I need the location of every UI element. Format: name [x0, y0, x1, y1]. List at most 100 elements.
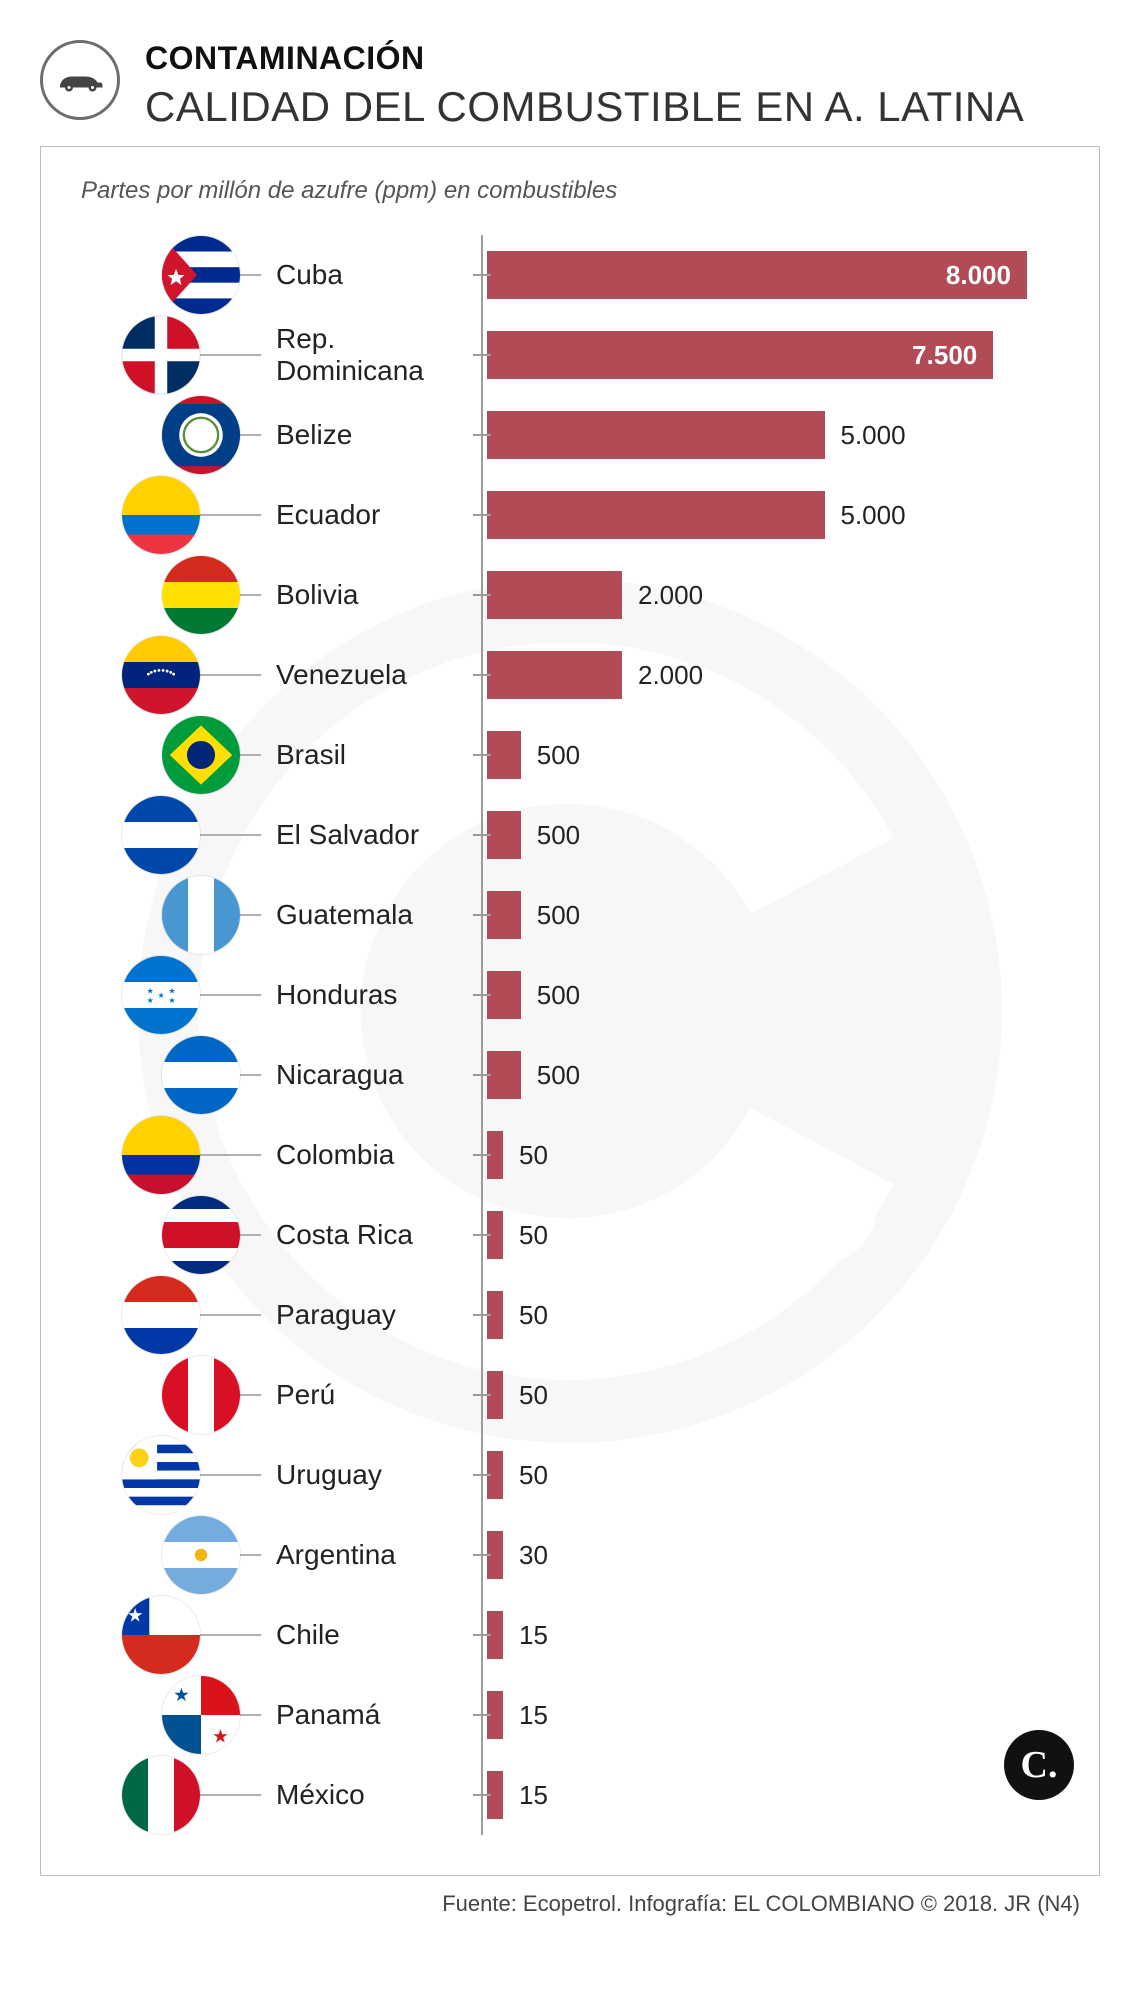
flag-cell	[81, 1195, 241, 1275]
axis	[481, 955, 483, 1035]
country-label: Colombia	[241, 1139, 481, 1171]
bar-value: 30	[519, 1540, 548, 1571]
chart-frame: Partes por millón de azufre (ppm) en com…	[40, 146, 1100, 1876]
bar-cell: 500	[483, 811, 1059, 859]
flag-cell: ★	[81, 1595, 241, 1675]
bar-value: 50	[519, 1140, 548, 1171]
bar-cell: 50	[483, 1451, 1059, 1499]
bar	[487, 651, 622, 699]
country-label: Bolivia	[241, 579, 481, 611]
bar-cell: 15	[483, 1691, 1059, 1739]
axis	[481, 1275, 483, 1355]
flag-icon: ★★	[161, 1675, 241, 1755]
country-label: Costa Rica	[241, 1219, 481, 1251]
flag-icon	[121, 795, 201, 875]
flag-icon	[121, 1435, 201, 1515]
axis	[481, 875, 483, 955]
bar-cell: 7.500	[483, 331, 1059, 379]
bar-cell: 50	[483, 1371, 1059, 1419]
table-row: México 15	[81, 1755, 1059, 1835]
bar	[487, 411, 825, 459]
svg-text:★: ★	[147, 986, 154, 995]
axis	[481, 1595, 483, 1675]
flag-icon	[121, 1275, 201, 1355]
bar-value: 500	[537, 980, 580, 1011]
table-row: Guatemala 500	[81, 875, 1059, 955]
bar-value: 500	[537, 1060, 580, 1091]
table-row: Venezuela 2.000	[81, 635, 1059, 715]
bar-cell: 5.000	[483, 411, 1059, 459]
bar-cell: 30	[483, 1531, 1059, 1579]
flag-icon	[161, 1355, 241, 1435]
bar-value: 50	[519, 1220, 548, 1251]
flag-cell	[81, 1515, 241, 1595]
flag-icon: ★	[121, 1595, 201, 1675]
table-row: Brasil 500	[81, 715, 1059, 795]
flag-icon	[161, 395, 241, 475]
axis	[481, 635, 483, 715]
country-label: Chile	[241, 1619, 481, 1651]
bar	[487, 571, 622, 619]
axis	[481, 715, 483, 795]
flag-icon	[161, 1515, 241, 1595]
axis	[481, 1675, 483, 1755]
country-label: El Salvador	[241, 819, 481, 851]
bar	[487, 491, 825, 539]
table-row: ★★★★★ Honduras 500	[81, 955, 1059, 1035]
bar-cell: 500	[483, 731, 1059, 779]
bar-value: 2.000	[638, 660, 703, 691]
country-label: Nicaragua	[241, 1059, 481, 1091]
flag-cell	[81, 555, 241, 635]
axis	[481, 1115, 483, 1195]
axis	[481, 1195, 483, 1275]
header: CONTAMINACIÓN CALIDAD DEL COMBUSTIBLE EN…	[40, 40, 1100, 131]
table-row: Uruguay 50	[81, 1435, 1059, 1515]
svg-text:★: ★	[158, 991, 165, 1000]
country-label: Belize	[241, 419, 481, 451]
bar-cell: 50	[483, 1131, 1059, 1179]
flag-cell	[81, 1275, 241, 1355]
country-label: Rep. Dominicana	[241, 323, 481, 387]
table-row: Belize 5.000	[81, 395, 1059, 475]
flag-cell: ★★★★★	[81, 955, 241, 1035]
bar-chart: Cuba 8.000 Rep. Dominicana 7.500	[81, 235, 1059, 1835]
table-row: Colombia 50	[81, 1115, 1059, 1195]
country-label: Ecuador	[241, 499, 481, 531]
page-title: CALIDAD DEL COMBUSTIBLE EN A. LATINA	[145, 83, 1100, 131]
flag-cell	[81, 1035, 241, 1115]
bar: 8.000	[487, 251, 1027, 299]
table-row: Perú 50	[81, 1355, 1059, 1435]
flag-icon	[161, 875, 241, 955]
bar-value: 2.000	[638, 580, 703, 611]
axis	[481, 395, 483, 475]
publisher-badge: C.	[1004, 1730, 1074, 1800]
bar-cell: 2.000	[483, 651, 1059, 699]
axis	[481, 795, 483, 875]
flag-icon: ★★★★★	[121, 955, 201, 1035]
axis	[481, 1515, 483, 1595]
bar-cell: 2.000	[483, 571, 1059, 619]
flag-icon	[121, 635, 201, 715]
axis	[481, 235, 483, 315]
table-row: ★ Chile 15	[81, 1595, 1059, 1675]
flag-icon	[121, 315, 201, 395]
flag-cell	[81, 1355, 241, 1435]
flag-cell	[81, 875, 241, 955]
bar-value: 500	[537, 900, 580, 931]
country-label: México	[241, 1779, 481, 1811]
flag-cell: ★★	[81, 1675, 241, 1755]
flag-cell	[81, 315, 241, 395]
axis	[481, 475, 483, 555]
bar	[487, 891, 521, 939]
flag-cell	[81, 1435, 241, 1515]
table-row: Argentina 30	[81, 1515, 1059, 1595]
axis	[481, 1755, 483, 1835]
bar-value: 5.000	[841, 500, 906, 531]
country-label: Argentina	[241, 1539, 481, 1571]
table-row: Cuba 8.000	[81, 235, 1059, 315]
axis	[481, 1355, 483, 1435]
kicker: CONTAMINACIÓN	[145, 40, 1100, 77]
country-label: Cuba	[241, 259, 481, 291]
flag-cell	[81, 635, 241, 715]
flag-icon	[161, 235, 241, 315]
